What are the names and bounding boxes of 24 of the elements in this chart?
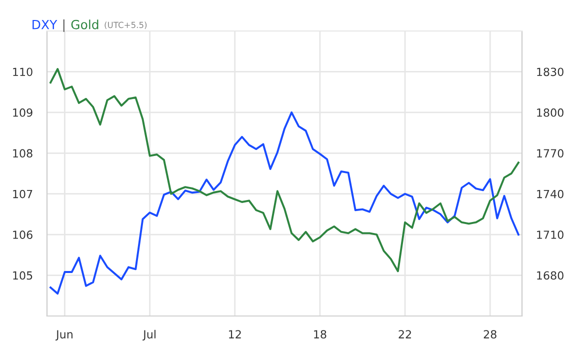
- y-tick-label: 106: [13, 230, 32, 239]
- line-series: [50, 68, 520, 272]
- y2-tick-label: 1740: [537, 190, 564, 198]
- x-tick-label: 22: [398, 330, 411, 338]
- x-tick-label: Jul: [142, 330, 156, 341]
- text: (UTC+5.5): [104, 22, 147, 30]
- y-tick-label: 109: [13, 108, 32, 117]
- annotation: |: [63, 19, 64, 32]
- y2-tick-label: 1680: [537, 271, 564, 280]
- text: DXY: [32, 20, 58, 30]
- x-tick-label: Jun: [55, 330, 72, 341]
- y-tick-label: 107: [13, 190, 32, 198]
- x-tick-label: 12: [229, 330, 241, 338]
- y-tick-label: 110: [13, 68, 32, 76]
- x-tick-label: 18: [314, 330, 326, 338]
- y2-tick-label: 1770: [537, 149, 564, 158]
- y2-tick-label: 1800: [537, 108, 564, 117]
- x-tick-label: 28: [484, 330, 496, 338]
- y-tick-label: 108: [13, 149, 32, 158]
- y2-tick-label: 1710: [537, 230, 564, 239]
- line-series: [50, 111, 520, 295]
- text: Gold: [71, 20, 98, 30]
- y-tick-label: 105: [13, 271, 32, 280]
- y2-tick-label: 1830: [537, 68, 564, 76]
